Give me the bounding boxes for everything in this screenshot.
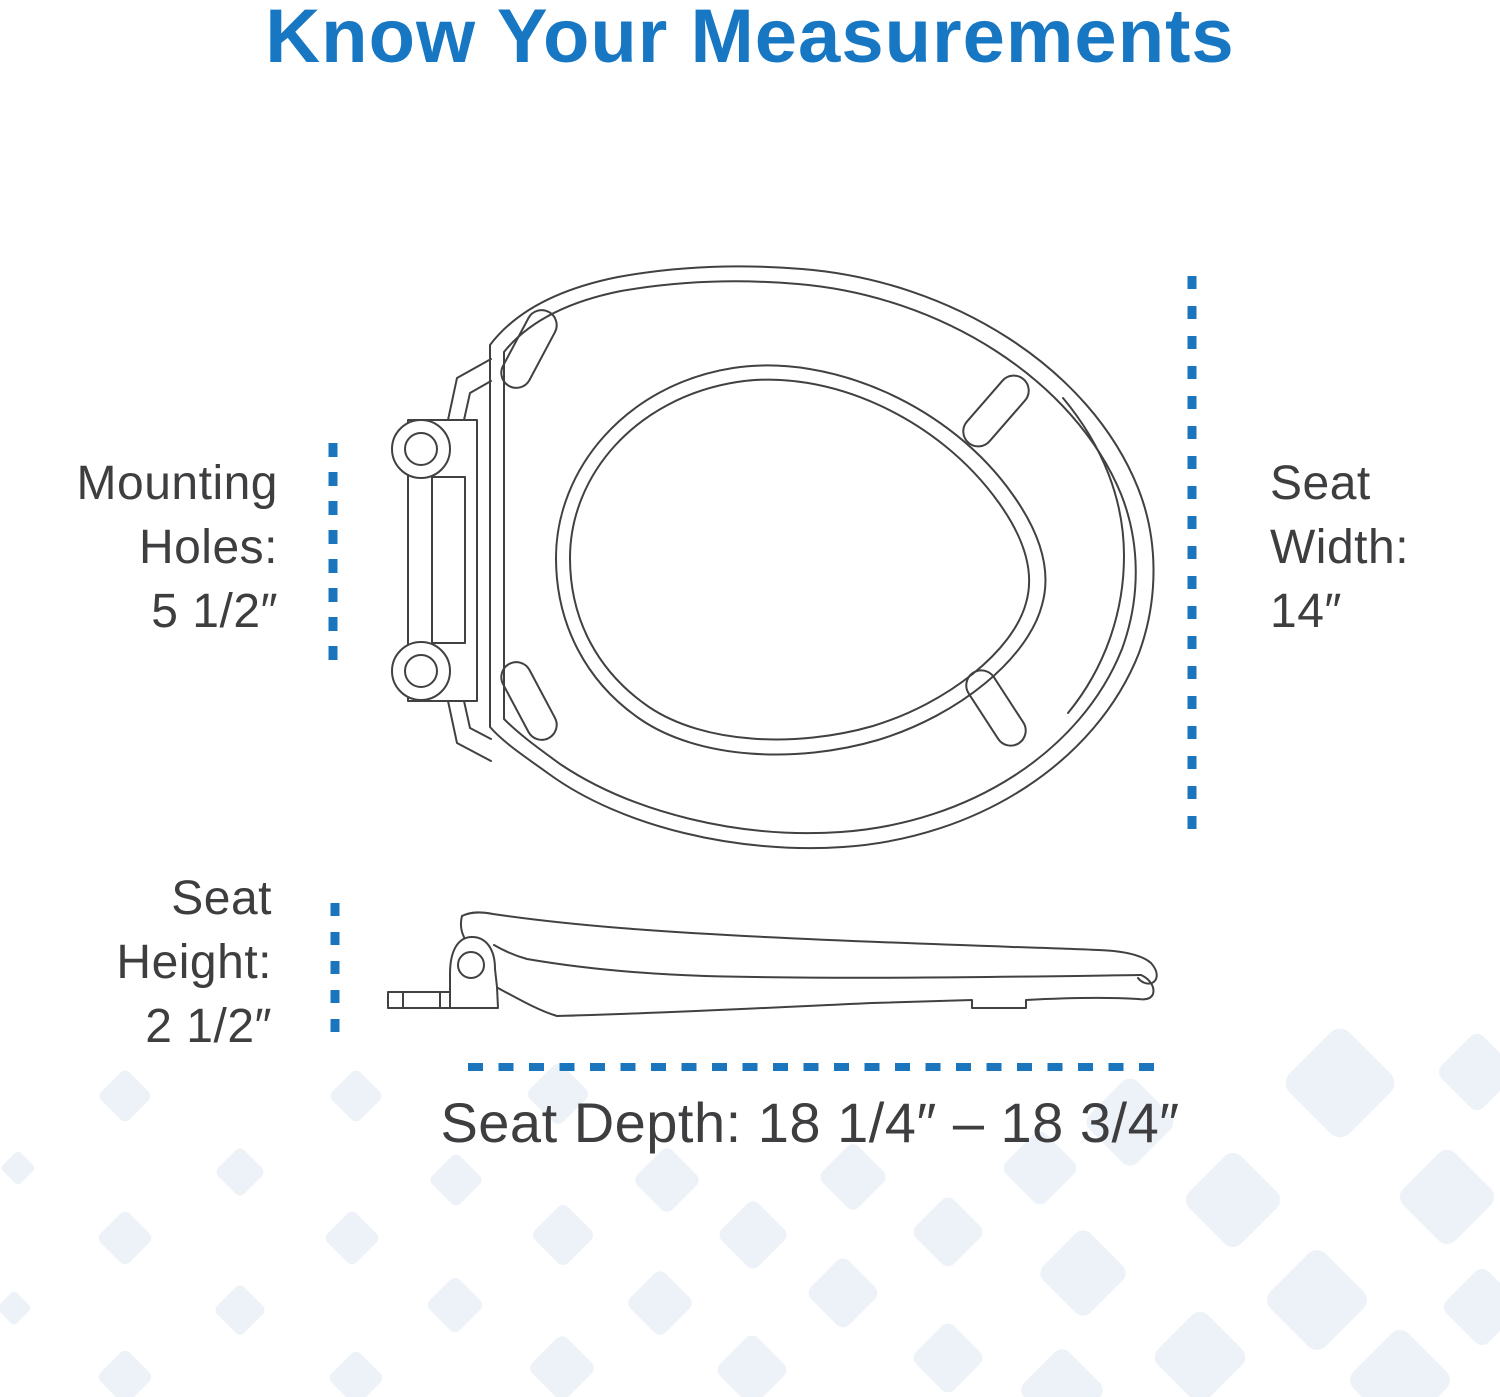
seat-height-label-line2: Height: [116, 936, 272, 989]
diamond-tile [1154, 1311, 1246, 1397]
seat-bevel-contour [1062, 397, 1125, 714]
diamond-tile [325, 1211, 379, 1265]
diamond-tile [808, 1258, 878, 1328]
page-title: Know Your Measurements [265, 0, 1235, 79]
diamond-tile [1399, 1149, 1495, 1245]
bumper-pad-top-right [962, 374, 1030, 448]
seat-height-value: 2 1/2″ [145, 1000, 272, 1053]
diamond-tile [530, 1336, 594, 1397]
lid-top-profile [461, 911, 1158, 985]
diamond-tile [1, 1151, 35, 1185]
diamond-tile [98, 1211, 152, 1265]
diamond-tile [1285, 1028, 1395, 1138]
diamond-tile [628, 1271, 692, 1335]
diamond-tile [719, 1201, 787, 1269]
diamond-tile [0, 1291, 31, 1325]
hinge-foot-divider-lines [402, 991, 441, 1009]
diamond-tile [820, 1144, 886, 1210]
seat-width-label-line1: Seat [1270, 457, 1371, 510]
bumper-pad-bottom-right [965, 669, 1027, 747]
diamond-tile [1350, 1330, 1450, 1397]
diamond-tile [330, 1070, 382, 1122]
diamond-tile [717, 1335, 787, 1397]
seat-opening-outline [555, 364, 1047, 756]
mounting-holes-label-line1: Mounting [76, 457, 278, 510]
diamond-tile [1021, 1349, 1103, 1397]
diamond-tile [430, 1154, 482, 1206]
hinge-bracket-outline [407, 419, 478, 702]
seat-width-value: 14″ [1270, 585, 1342, 638]
diamond-tile [913, 1197, 983, 1267]
seat-width-label-line2: Width: [1270, 521, 1410, 574]
lid-back-edge [459, 915, 465, 938]
diamond-tile [215, 1285, 265, 1335]
diamond-tile [1267, 1250, 1367, 1350]
mounting-hole-top [404, 432, 438, 466]
bumper-pad-bottom-left [500, 661, 558, 741]
diamond-tile [1443, 1268, 1500, 1346]
diamond-tile [913, 1323, 983, 1393]
mounting-holes-label: Mounting Holes: 5 1/2″ [0, 452, 278, 644]
seat-outer-outline-inner-line [503, 280, 1137, 835]
diamond-tile [329, 1351, 383, 1397]
mounting-holes-label-line2: Holes: [138, 521, 278, 574]
dimension-lines [328, 276, 1197, 1071]
diamond-tile [99, 1070, 151, 1122]
mounting-hole-top-boss [391, 419, 451, 479]
seat-opening-inner-line [569, 378, 1031, 741]
seat-height-label-line1: Seat [171, 872, 272, 925]
diamond-tile [98, 1350, 152, 1397]
mounting-holes-value: 5 1/2″ [151, 585, 278, 638]
seat-depth-label: Seat Depth: 18 1/4″ – 18 3/4″ [440, 1091, 1180, 1154]
bumper-pad-top-left [500, 309, 558, 389]
seat-width-label: Seat Width: 14″ [1270, 452, 1409, 644]
diamond-tile [528, 1064, 588, 1124]
diamond-tile [1040, 1230, 1126, 1316]
hinge-post [449, 936, 499, 1009]
lid-bottom-profile [493, 944, 1142, 979]
diamond-tile [1438, 1033, 1500, 1111]
mounting-hole-bottom-boss [391, 641, 451, 701]
diamond-tile [533, 1205, 593, 1265]
hinge-foot-bracket [387, 991, 453, 1009]
mounting-hole-bottom [404, 654, 438, 688]
diamond-tile [1003, 1131, 1077, 1205]
diamond-tile [1086, 1078, 1174, 1166]
seat-bottom-profile [497, 987, 1139, 1017]
diamond-tile [1185, 1152, 1281, 1248]
seat-outer-outline [489, 265, 1155, 850]
seat-tip-edge [1137, 974, 1155, 1001]
hinge-bracket-inner-panel [431, 476, 466, 644]
diamond-tiles [0, 1028, 1500, 1397]
diamond-tile [635, 1148, 699, 1212]
hinge-arm-lines [447, 358, 492, 762]
hinge-pin-hole [457, 951, 485, 979]
seat-height-label: Seat Height: 2 1/2″ [0, 867, 272, 1059]
toilet-seat-side-view [387, 911, 1158, 1017]
diamond-tile [427, 1277, 483, 1333]
diamond-tile [216, 1148, 264, 1196]
toilet-seat-top-view [391, 265, 1155, 850]
